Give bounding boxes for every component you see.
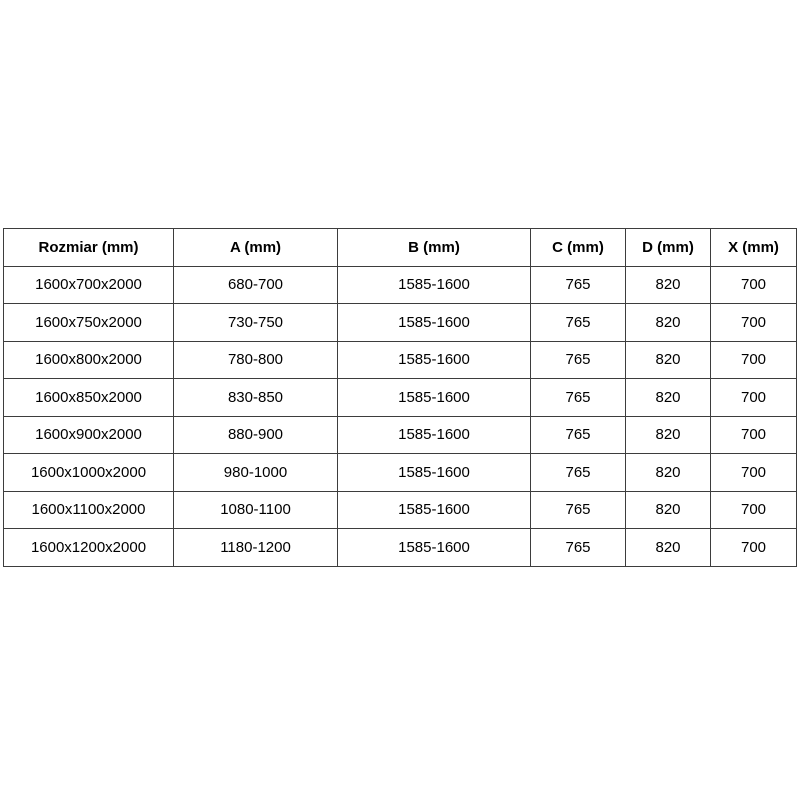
table-cell: 1600x900x2000 <box>3 415 174 454</box>
table-cell: 1600x800x2000 <box>3 340 174 379</box>
table-cell: 1600x1200x2000 <box>3 528 174 567</box>
table-cell: 700 <box>710 453 797 492</box>
table-cell: 820 <box>625 528 711 567</box>
table-cell: 1585-1600 <box>337 490 531 529</box>
table-cell: 765 <box>530 303 626 342</box>
table-cell: 1585-1600 <box>337 303 531 342</box>
table-cell: 880-900 <box>173 415 338 454</box>
table-header-row: Rozmiar (mm) A (mm) B (mm) C (mm) D (mm) X (m… <box>3 228 797 267</box>
table-cell: 820 <box>625 453 711 492</box>
table-cell: 820 <box>625 378 711 417</box>
table-cell: 700 <box>710 528 797 567</box>
table-cell: 1585-1600 <box>337 378 531 417</box>
table-cell: 765 <box>530 265 626 304</box>
table-cell: 765 <box>530 528 626 567</box>
table-cell: 820 <box>625 340 711 379</box>
table-header-cell: B (mm) <box>337 228 531 267</box>
table-row: 1600x900x2000 880-900 1585-1600 765 820 700 <box>3 415 797 454</box>
table-cell: 820 <box>625 415 711 454</box>
table-cell: 765 <box>530 378 626 417</box>
table-header-cell: A (mm) <box>173 228 338 267</box>
table-row: 1600x750x2000 730-750 1585-1600 765 820 700 <box>3 303 797 342</box>
table-cell: 820 <box>625 303 711 342</box>
table-cell: 1585-1600 <box>337 415 531 454</box>
table-cell: 700 <box>710 340 797 379</box>
table-row: 1600x850x2000 830-850 1585-1600 765 820 700 <box>3 378 797 417</box>
table-cell: 780-800 <box>173 340 338 379</box>
table-cell: 700 <box>710 303 797 342</box>
table-cell: 1600x1000x2000 <box>3 453 174 492</box>
table-cell: 765 <box>530 490 626 529</box>
table-cell: 1585-1600 <box>337 528 531 567</box>
table-cell: 680-700 <box>173 265 338 304</box>
table-cell: 1585-1600 <box>337 340 531 379</box>
table-header-cell: X (mm) <box>710 228 797 267</box>
table-cell: 700 <box>710 378 797 417</box>
table-cell: 765 <box>530 340 626 379</box>
table-cell: 1585-1600 <box>337 453 531 492</box>
table-cell: 1080-1100 <box>173 490 338 529</box>
table-row: 1600x1000x2000 980-1000 1585-1600 765 820 700 <box>3 453 797 492</box>
table-cell: 1600x850x2000 <box>3 378 174 417</box>
table-cell: 700 <box>710 265 797 304</box>
table-row: 1600x1100x2000 1080-1100 1585-1600 765 820 70… <box>3 490 797 529</box>
table-cell: 980-1000 <box>173 453 338 492</box>
table-header-cell: D (mm) <box>625 228 711 267</box>
table-cell: 765 <box>530 453 626 492</box>
table-header-cell: C (mm) <box>530 228 626 267</box>
table-body: 1600x700x2000 680-700 1585-1600 765 820 700 16… <box>3 265 797 567</box>
table-cell: 700 <box>710 415 797 454</box>
size-table: Rozmiar (mm) A (mm) B (mm) C (mm) D (mm) X (m… <box>3 228 797 567</box>
table-cell: 1585-1600 <box>337 265 531 304</box>
table-cell: 700 <box>710 490 797 529</box>
table-cell: 1600x1100x2000 <box>3 490 174 529</box>
table-cell: 830-850 <box>173 378 338 417</box>
table-cell: 820 <box>625 490 711 529</box>
table-cell: 1600x750x2000 <box>3 303 174 342</box>
table-row: 1600x700x2000 680-700 1585-1600 765 820 700 <box>3 265 797 304</box>
table-cell: 820 <box>625 265 711 304</box>
table-row: 1600x800x2000 780-800 1585-1600 765 820 700 <box>3 340 797 379</box>
table-cell: 1180-1200 <box>173 528 338 567</box>
table-cell: 730-750 <box>173 303 338 342</box>
table-cell: 1600x700x2000 <box>3 265 174 304</box>
table-row: 1600x1200x2000 1180-1200 1585-1600 765 820 70… <box>3 528 797 567</box>
table-header-cell: Rozmiar (mm) <box>3 228 174 267</box>
table-cell: 765 <box>530 415 626 454</box>
